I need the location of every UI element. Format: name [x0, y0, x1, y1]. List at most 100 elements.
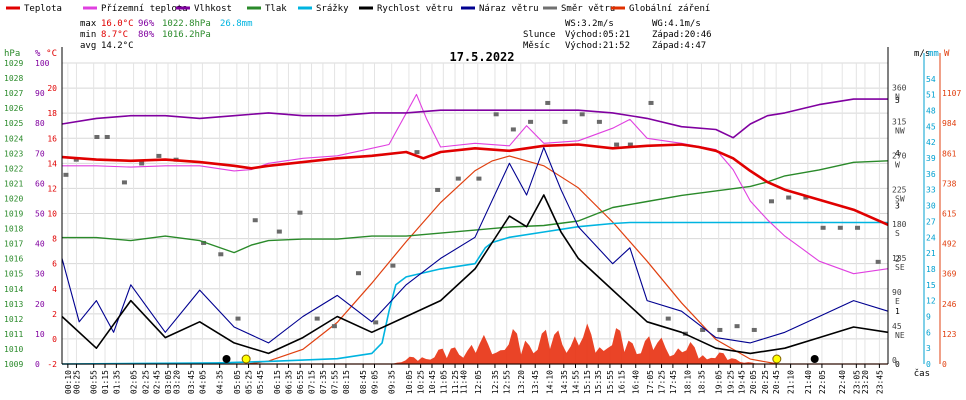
stats-min-press: 1016.2hPa	[162, 30, 211, 40]
wind-direction-point	[614, 142, 620, 147]
tick-dir-name: W	[895, 161, 900, 170]
tick-dir: 180	[892, 220, 907, 229]
tick-pct: 0	[35, 360, 40, 369]
stats-min-hum: 80%	[138, 30, 155, 40]
x-tick-label: 19:45	[738, 370, 747, 394]
stats-label-avg: avg	[80, 41, 96, 51]
tick-mm: 48	[926, 107, 936, 116]
series-naraz-vetru	[61, 146, 889, 344]
stats-max-hum: 96%	[138, 19, 155, 29]
tick-mm: 27	[926, 217, 936, 226]
tick-w: 369	[942, 270, 957, 279]
series-globalni-zareni-line	[62, 155, 888, 365]
series-tlak	[62, 160, 889, 254]
x-tick-label: 18:10	[683, 370, 692, 394]
series-globalni-zareni-fill	[388, 323, 758, 364]
info-mesic-vychod: Východ:21:52	[565, 41, 630, 51]
wind-direction-point	[545, 100, 551, 105]
tick-hpa: 1020	[4, 194, 23, 203]
info-ws: WS:3.2m/s	[565, 19, 614, 29]
tick-mm: 42	[926, 138, 936, 147]
x-tick-label: 03:20	[173, 370, 182, 394]
gridlines	[62, 62, 888, 365]
tick-temp: 18	[47, 109, 57, 118]
series-globalni-zareni-area	[62, 155, 888, 365]
tick-dir: 0	[892, 356, 897, 365]
axis-unit-w: W	[944, 49, 950, 59]
x-tick-label: 12:55	[503, 370, 512, 394]
x-axis-label: čas	[914, 368, 930, 379]
x-tick-label: 22:40	[838, 370, 847, 394]
tick-hpa: 1029	[4, 59, 23, 68]
tick-pct: 60	[35, 179, 45, 188]
x-tick-label: 09:05	[371, 370, 380, 394]
tick-mm: 54	[926, 75, 936, 84]
x-tick-label: 22:05	[818, 370, 827, 394]
tick-mm: 6	[926, 328, 931, 337]
x-tick-label: 08:15	[342, 370, 351, 394]
x-tick-label: 03:45	[187, 370, 196, 394]
wind-direction-point	[510, 127, 516, 132]
info-mesic-zapad: Západ:4:47	[652, 41, 706, 51]
tick-pct: 40	[35, 240, 45, 249]
tick-dir-name: S	[895, 229, 900, 238]
tick-temp: 16	[47, 134, 57, 143]
stats-max-press: 1022.8hPa	[162, 19, 211, 29]
tick-mm: 0	[926, 360, 931, 369]
wind-direction-point	[803, 195, 809, 200]
wind-direction-point	[875, 259, 881, 264]
wind-direction-point	[596, 119, 602, 124]
x-tick-label: 00:55	[90, 370, 99, 394]
tick-hpa: 1017	[4, 240, 23, 249]
x-tick-label: 00:25	[72, 370, 81, 394]
tick-dir: 270	[892, 152, 907, 161]
tick-pct: 20	[35, 300, 45, 309]
series-prizemni-teplota	[62, 93, 889, 275]
stats-max-temp: 16.0°C	[101, 19, 134, 29]
x-tick-label: 21:10	[787, 370, 796, 394]
info-mesic: Měsíc	[523, 41, 550, 51]
moonrise-marker	[810, 355, 819, 363]
wind-direction-point	[476, 176, 482, 181]
tick-temp: 10	[47, 210, 57, 219]
tick-w: 615	[942, 210, 957, 219]
wind-direction-point	[314, 316, 320, 321]
tick-ms: 4	[895, 149, 900, 158]
x-tick-label: 07:15	[308, 370, 317, 394]
tick-ms: 1	[895, 307, 900, 316]
tick-hpa: 1014	[4, 285, 23, 294]
wind-direction-point	[855, 225, 861, 230]
tick-temp: 2	[52, 310, 57, 319]
x-tick-label: 10:45	[428, 370, 437, 394]
axis-unit-pct: %	[35, 49, 41, 59]
axis-unit-temp: °C	[46, 49, 57, 59]
wind-direction-point	[786, 195, 792, 200]
tick-dir: 315	[892, 118, 907, 127]
tick-w: 861	[942, 149, 957, 158]
x-tick-label: 05:45	[256, 370, 265, 394]
x-tick-label: 01:35	[112, 370, 121, 394]
tick-temp: 4	[52, 285, 57, 294]
tick-dir-name: N	[895, 93, 900, 102]
tick-mm: 18	[926, 265, 936, 274]
tick-temp: 12	[47, 184, 57, 193]
x-tick-label: 10:05	[405, 370, 414, 394]
axis-unit-ms: m/s	[914, 49, 930, 59]
tick-mm: 39	[926, 154, 936, 163]
x-tick-label: 16:40	[632, 370, 641, 394]
wind-direction-point	[390, 263, 396, 268]
tick-hpa: 1024	[4, 134, 23, 143]
info-slunce: Slunce	[523, 30, 556, 40]
tick-hpa: 1010	[4, 345, 23, 354]
wind-direction-point	[768, 199, 774, 204]
series-rychlost-vetru	[61, 194, 889, 355]
tick-pct: 10	[35, 330, 45, 339]
x-tick-label: 14:55	[571, 370, 580, 394]
x-tick-label: 20:25	[761, 370, 770, 394]
wind-direction-point	[252, 218, 258, 223]
wind-direction-point	[63, 172, 69, 177]
tick-mm: 15	[926, 281, 936, 290]
wind-direction-point	[235, 316, 241, 321]
x-tick-label: 20:45	[772, 370, 781, 394]
x-tick-label: 12:05	[474, 370, 483, 394]
